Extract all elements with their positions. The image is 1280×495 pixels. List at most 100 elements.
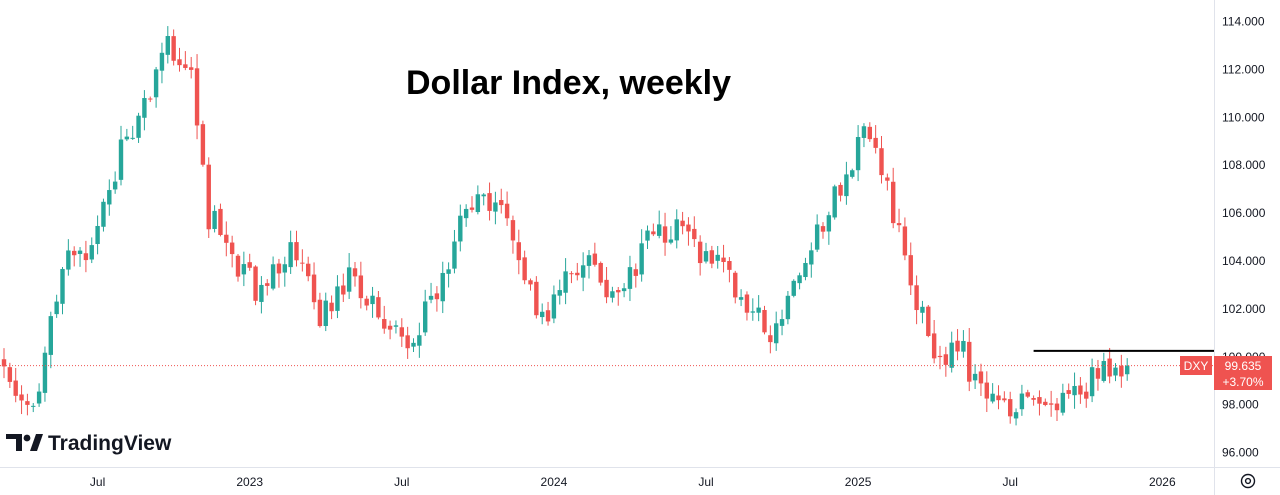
candle-body (791, 280, 796, 296)
candle-body (627, 267, 633, 289)
candle-body (510, 220, 516, 241)
candle-body (727, 261, 732, 270)
candle-body (323, 300, 328, 326)
candle-body (697, 241, 703, 264)
candle-body (914, 285, 919, 311)
candle-body (885, 177, 890, 181)
candle-body (586, 255, 592, 266)
tradingview-logo[interactable]: TradingView (6, 432, 172, 455)
tradingview-logo-text: TradingView (48, 432, 172, 455)
candle-body (814, 224, 820, 250)
candle-body (382, 319, 387, 329)
candle-body (621, 288, 627, 292)
candle-body (253, 266, 258, 301)
settings-icon[interactable] (1240, 473, 1256, 489)
chart-title: Dollar Index, weekly (406, 64, 731, 102)
candle-body (756, 307, 761, 313)
candle-body (481, 194, 486, 197)
candle-body (440, 272, 445, 302)
candle-body (66, 250, 71, 270)
candle-body (1060, 392, 1066, 413)
candle-body (639, 243, 644, 275)
x-tick-label: Jul (90, 475, 105, 489)
candle-body (809, 250, 814, 265)
candle-body (1019, 393, 1025, 410)
candle-body (984, 382, 989, 399)
candle-body (36, 391, 42, 404)
candle-body (306, 263, 311, 277)
candle-body (358, 275, 364, 299)
candle-body (937, 355, 943, 358)
candle-body (616, 289, 621, 293)
candle-body (990, 393, 995, 402)
candle-body (352, 268, 358, 277)
candle-body (1078, 385, 1083, 395)
candle-body (908, 255, 913, 286)
candle-body (1095, 368, 1101, 379)
candle-body (1107, 358, 1112, 377)
candle-body (826, 215, 832, 232)
candle-body (428, 295, 434, 300)
candle-body (797, 275, 802, 284)
candle-body (265, 283, 270, 286)
candle-body (598, 262, 603, 283)
candle-body (393, 325, 399, 327)
candle-body (200, 124, 206, 165)
candle-body (545, 310, 551, 322)
x-tick-label: Jul (1003, 475, 1018, 489)
candle-body (452, 241, 457, 269)
candle-body (417, 335, 422, 346)
candle-body (972, 373, 978, 381)
candle-body (949, 342, 954, 368)
x-tick-label: 2026 (1149, 475, 1176, 489)
candle-body (165, 36, 170, 55)
candle-body (259, 284, 264, 302)
candle-body (1, 359, 7, 367)
candle-body (838, 184, 843, 196)
y-axis[interactable]: 114.000 112.000 110.000 108.000 106.000 104.0… (1222, 15, 1266, 460)
candle-body (487, 193, 492, 211)
candle-body (118, 139, 124, 180)
candle-body (1066, 390, 1071, 394)
y-tick-label: 110.000 (1222, 110, 1265, 124)
candle-body (148, 98, 153, 100)
candle-body (241, 264, 247, 275)
candle-body (657, 224, 662, 236)
candle-body (335, 286, 340, 311)
candle-body (112, 181, 118, 190)
candle-body (387, 325, 393, 330)
candle-body (563, 271, 568, 293)
x-axis[interactable]: Jul 2023 Jul 2024 Jul 2025 Jul 2026 (90, 475, 1176, 489)
candle-body (592, 253, 598, 265)
candle-body (229, 242, 235, 255)
change-percent-label: +3.70% (1222, 375, 1263, 389)
x-tick-label: Jul (698, 475, 713, 489)
y-tick-label: 114.000 (1222, 15, 1265, 29)
candle-body (680, 220, 685, 227)
candle-body (194, 68, 200, 126)
candle-body (19, 394, 24, 401)
candle-body (534, 281, 539, 316)
candle-body (610, 291, 615, 298)
candle-body (1037, 397, 1042, 404)
candle-body (1043, 401, 1048, 406)
candle-body (604, 279, 609, 298)
candle-body (686, 224, 691, 232)
candle-body (996, 395, 1001, 401)
candle-body (142, 98, 147, 118)
candle-body (662, 226, 668, 243)
y-tick-label: 102.000 (1222, 302, 1266, 316)
plot-background (0, 0, 1214, 467)
candle-body (130, 137, 135, 139)
y-tick-label: 106.000 (1222, 206, 1266, 220)
candle-body (329, 302, 334, 312)
candle-body (212, 210, 217, 229)
candle-body (1031, 398, 1036, 400)
y-tick-label: 96.000 (1222, 446, 1259, 460)
candle-body (1013, 412, 1019, 419)
candle-body (376, 297, 381, 318)
overlays-group (0, 349, 1214, 367)
